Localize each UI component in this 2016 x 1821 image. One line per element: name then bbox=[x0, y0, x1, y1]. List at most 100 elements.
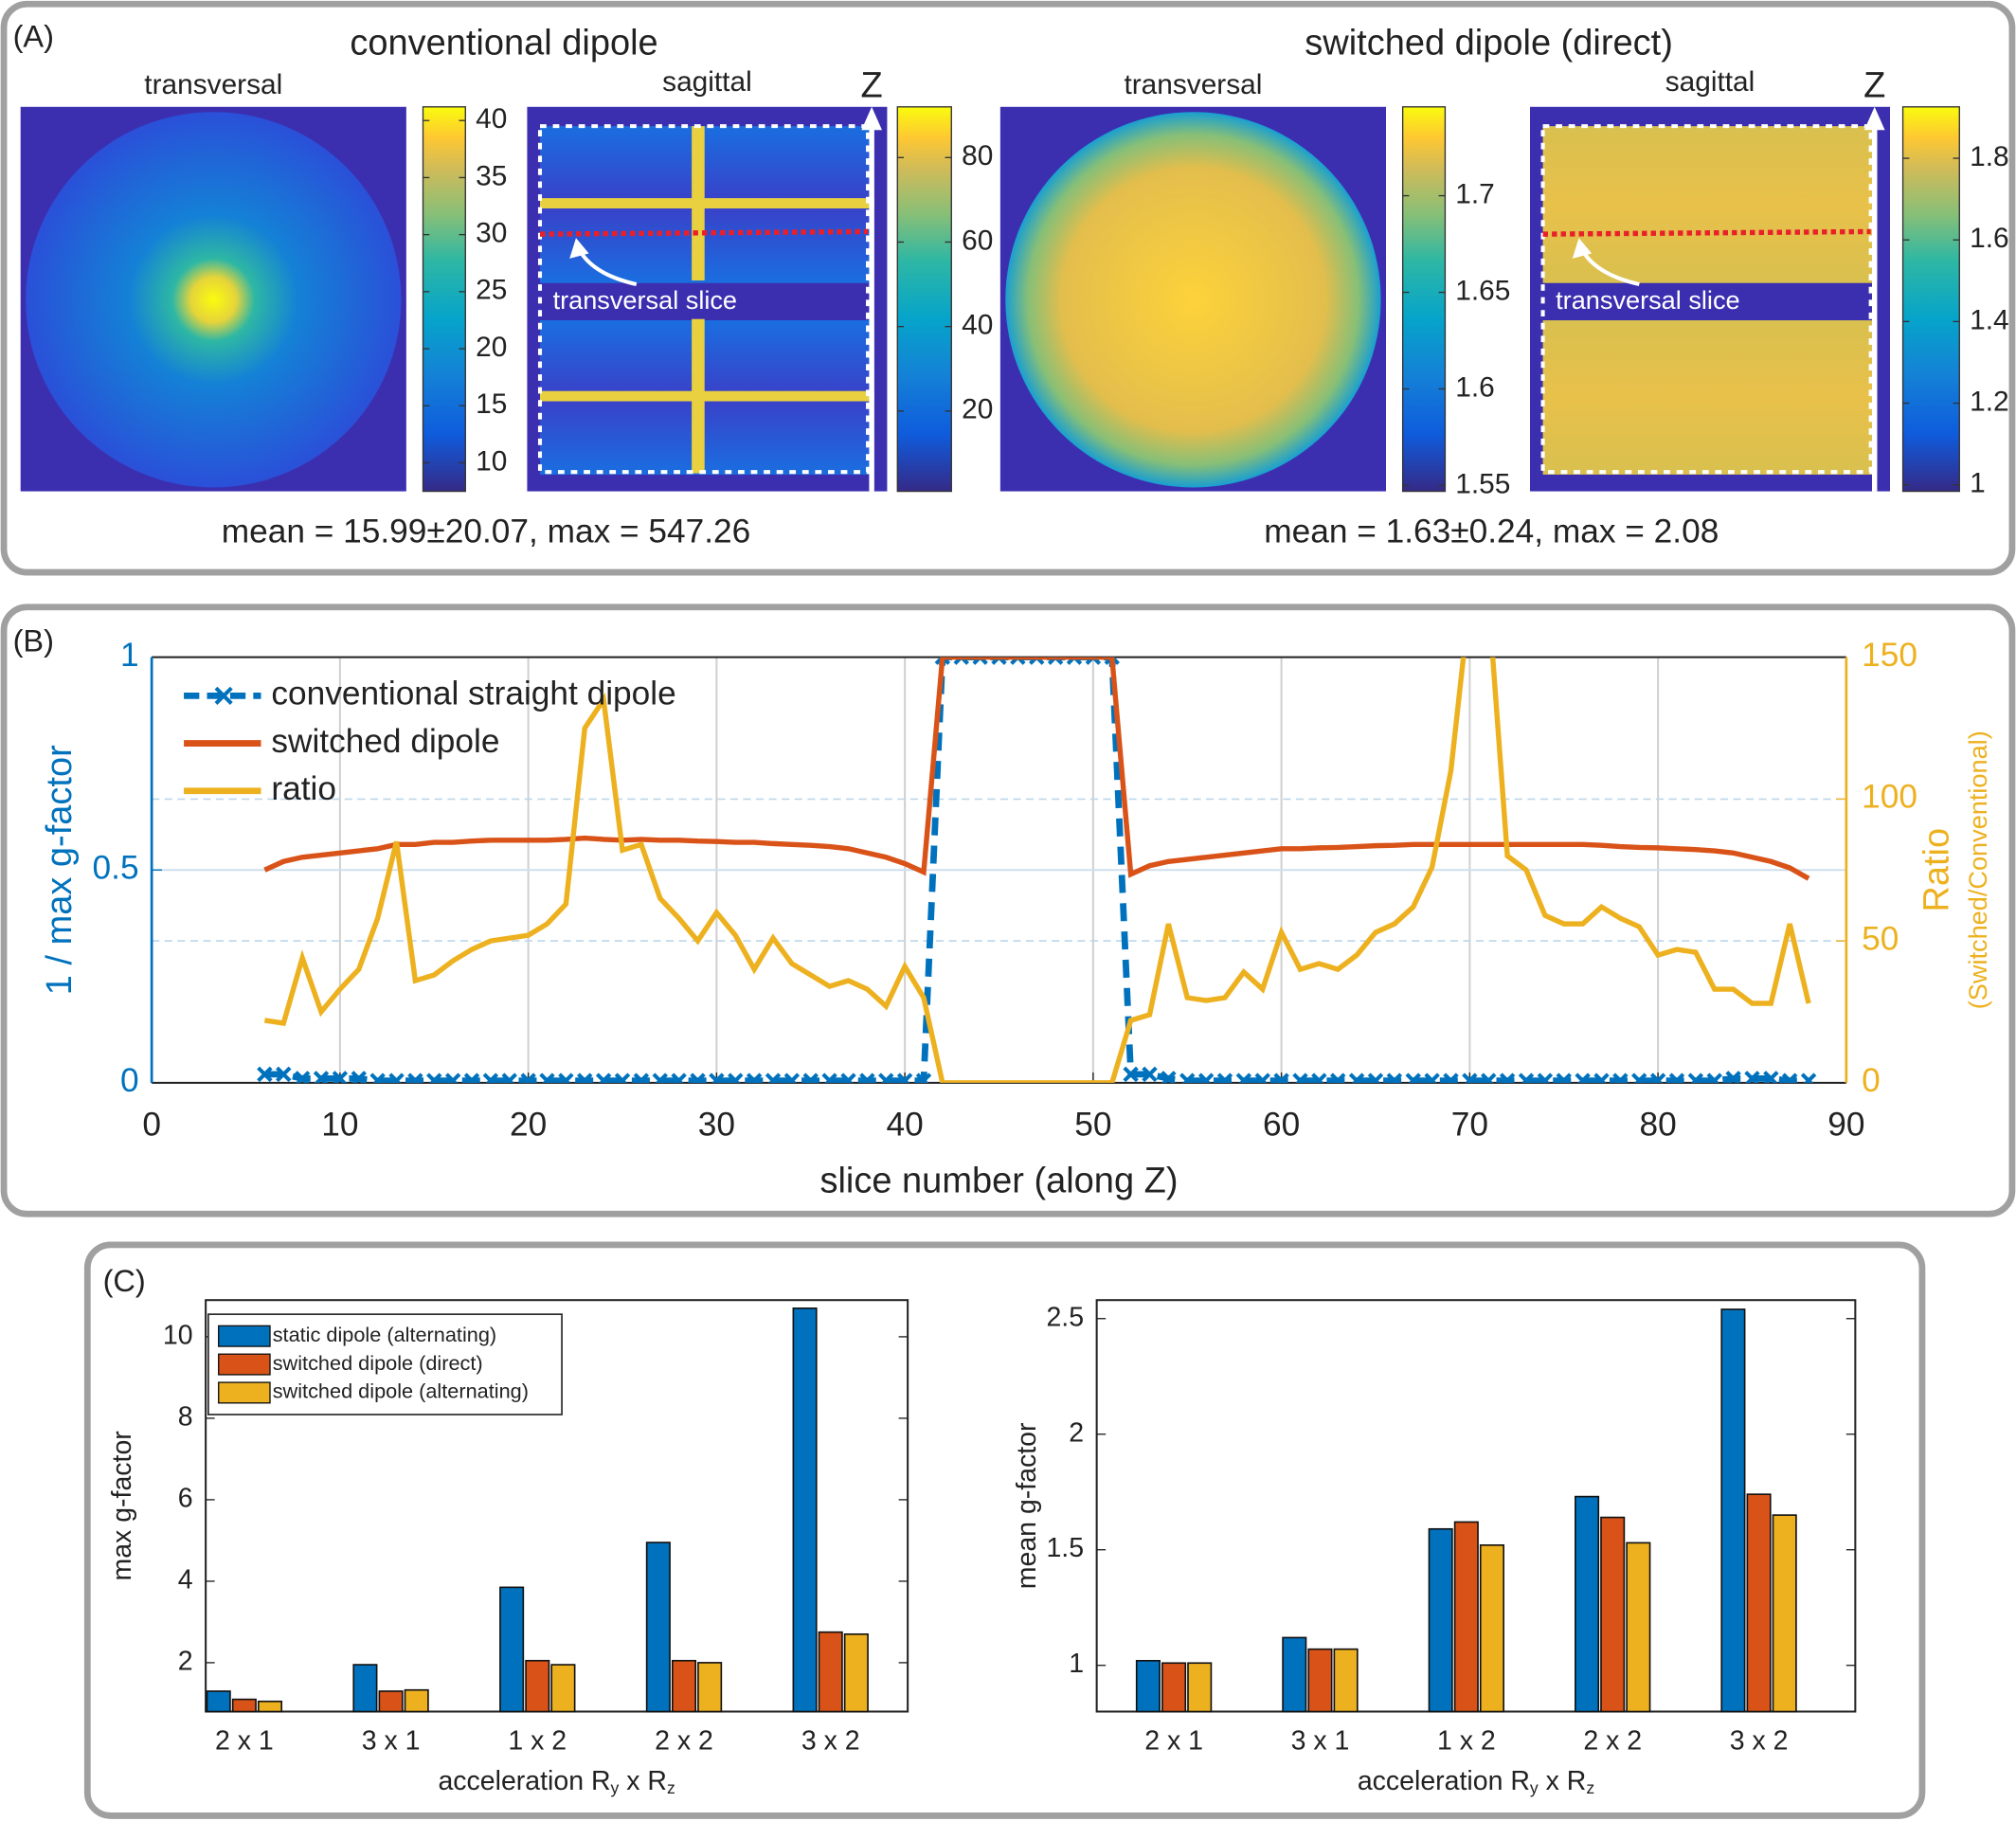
series-marker bbox=[294, 1071, 311, 1083]
y-axis-label: 1 / max g-factor bbox=[40, 745, 80, 995]
y-tick-label: 2 bbox=[178, 1646, 193, 1676]
colorbar-tick-label: 80 bbox=[962, 140, 993, 171]
x-axis-label-part: y bbox=[611, 1778, 620, 1797]
series-marker bbox=[482, 1073, 499, 1083]
bar bbox=[1626, 1542, 1651, 1713]
x-axis-label-part: x R bbox=[1539, 1766, 1587, 1796]
y-tick-label: 1 bbox=[120, 637, 139, 674]
bar bbox=[1575, 1495, 1600, 1713]
series-marker bbox=[1499, 1073, 1516, 1083]
y-tick-label: 4 bbox=[178, 1564, 193, 1595]
heatmap-image bbox=[1005, 112, 1381, 488]
legend-label: ratio bbox=[271, 770, 336, 807]
x-axis-label: slice number (along Z) bbox=[819, 1162, 1178, 1201]
x-axis-label: acceleration Ry x Rz bbox=[1358, 1766, 1594, 1797]
plot-area bbox=[257, 657, 1817, 1083]
bar bbox=[525, 1659, 550, 1713]
series-marker bbox=[1782, 1073, 1798, 1083]
legend-label: switched dipole (alternating) bbox=[273, 1379, 529, 1403]
y-tick-label: 0.5 bbox=[93, 850, 139, 887]
x-tick-label: 90 bbox=[1827, 1106, 1864, 1143]
series-marker bbox=[934, 657, 951, 665]
series-marker bbox=[1763, 1071, 1779, 1083]
x-axis-label-part: z bbox=[667, 1778, 675, 1797]
legend-label: switched dipole (direct) bbox=[273, 1351, 483, 1375]
heatmap-image bbox=[26, 112, 402, 488]
view-title: sagittal bbox=[1665, 66, 1755, 98]
series-marker bbox=[746, 1073, 763, 1083]
series-marker bbox=[1668, 1073, 1685, 1083]
series-marker bbox=[1085, 657, 1102, 665]
heatmap-band bbox=[692, 126, 705, 280]
bar bbox=[1720, 1308, 1746, 1713]
series-marker bbox=[1216, 1073, 1233, 1083]
caption: mean = 15.99±20.07, max = 547.26 bbox=[222, 514, 751, 550]
series-marker bbox=[1047, 657, 1064, 665]
series-marker bbox=[1593, 1073, 1610, 1083]
series-marker bbox=[1443, 1073, 1459, 1083]
y2-tick-label: 100 bbox=[1862, 779, 1917, 816]
bar bbox=[1282, 1636, 1307, 1713]
series-marker bbox=[1556, 1073, 1572, 1083]
series-marker bbox=[1348, 1073, 1365, 1083]
series-marker bbox=[276, 1066, 292, 1083]
series-marker bbox=[1066, 657, 1083, 665]
series-marker bbox=[1029, 657, 1045, 665]
series-marker bbox=[972, 657, 988, 665]
panel-label: (B) bbox=[13, 623, 54, 658]
fov-outline bbox=[537, 124, 871, 475]
series-marker bbox=[1142, 1066, 1158, 1083]
slice-line bbox=[539, 228, 869, 237]
y-axis-label: max g-factor bbox=[107, 1431, 137, 1581]
colorbar-tick-label: 1 bbox=[1970, 468, 1986, 499]
x-tick-label: 30 bbox=[698, 1106, 735, 1143]
bar bbox=[1479, 1544, 1504, 1713]
series-marker bbox=[501, 1073, 517, 1083]
series-marker bbox=[1405, 1073, 1421, 1083]
annotation-arrow-head bbox=[569, 238, 589, 259]
annotation: transversal slice bbox=[1556, 285, 1739, 315]
bar bbox=[697, 1662, 723, 1713]
colorbar-tick-label: 25 bbox=[476, 275, 507, 306]
series-marker bbox=[614, 1073, 631, 1083]
x-tick-label: 60 bbox=[1263, 1106, 1300, 1143]
x-axis-label-part: acceleration R bbox=[438, 1766, 610, 1796]
x-axis-label-part: x R bbox=[619, 1766, 667, 1796]
legend-swatch bbox=[218, 1353, 271, 1376]
annotation-arrow-head bbox=[1572, 238, 1593, 259]
fov-outline bbox=[1540, 124, 1873, 475]
colorbar-tick-label: 35 bbox=[476, 160, 507, 191]
colorbar bbox=[896, 106, 952, 493]
series-line bbox=[263, 657, 1810, 881]
x-tick-label: 3 x 1 bbox=[362, 1726, 421, 1757]
series-marker bbox=[332, 1071, 349, 1083]
series-marker bbox=[407, 1073, 423, 1083]
series-marker bbox=[1010, 657, 1026, 665]
heatmap-band bbox=[692, 318, 705, 474]
series-marker bbox=[633, 1073, 650, 1083]
x-tick-label: 50 bbox=[1074, 1106, 1111, 1143]
x-tick-label: 70 bbox=[1451, 1106, 1488, 1143]
bar bbox=[1161, 1662, 1187, 1713]
x-tick-label: 2 x 2 bbox=[1583, 1726, 1642, 1757]
legend-label: static dipole (alternating) bbox=[273, 1323, 496, 1346]
series-marker bbox=[690, 1073, 706, 1083]
legend-label: conventional straight dipole bbox=[271, 676, 675, 712]
series-marker bbox=[915, 1073, 932, 1083]
bar bbox=[1453, 1521, 1479, 1713]
series-marker bbox=[1725, 1071, 1741, 1083]
panel-title: switched dipole (direct) bbox=[1305, 24, 1673, 63]
colorbar bbox=[1901, 106, 1960, 493]
bar bbox=[1746, 1493, 1772, 1713]
view-title: sagittal bbox=[662, 66, 752, 98]
series-marker bbox=[652, 1073, 668, 1083]
legend-swatch bbox=[218, 1381, 271, 1404]
series-marker bbox=[671, 1073, 687, 1083]
colorbar-tick-label: 40 bbox=[476, 103, 507, 135]
colorbar-tick-label: 1.6 bbox=[1970, 223, 2009, 254]
series-marker bbox=[1123, 1066, 1139, 1083]
y-tick-label: 10 bbox=[163, 1320, 193, 1350]
annotation: transversal slice bbox=[553, 285, 737, 315]
bar bbox=[499, 1586, 525, 1713]
